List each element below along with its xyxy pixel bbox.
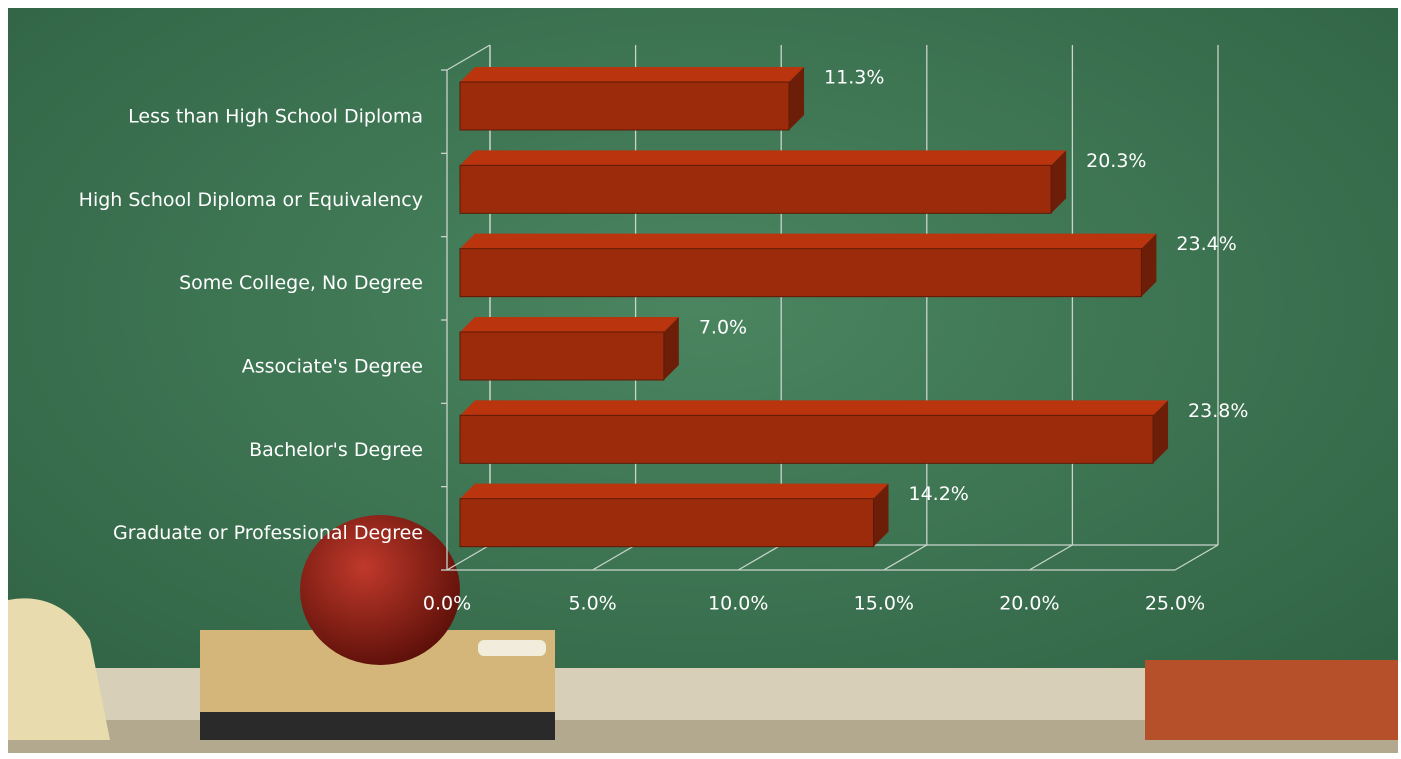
bar-side: [1153, 400, 1169, 464]
apple: [300, 515, 460, 665]
y-tick-label: Bachelor's Degree: [249, 439, 423, 461]
bar-side: [663, 317, 679, 380]
x-tick-label: 5.0%: [568, 593, 616, 615]
value-label: 7.0%: [699, 317, 747, 339]
eraser-felt: [200, 712, 555, 740]
bar: [459, 248, 1142, 298]
bar-side: [873, 483, 889, 547]
value-label: 11.3%: [824, 67, 884, 89]
value-label: 23.8%: [1188, 400, 1248, 422]
erasers-right: [1145, 660, 1398, 740]
floor-grid-line: [883, 544, 928, 571]
bar-top: [460, 483, 889, 499]
floor-grid-line: [1174, 544, 1219, 571]
left-wall-top: [446, 44, 491, 71]
floor-grid-line: [592, 544, 636, 571]
value-label: 23.4%: [1176, 233, 1236, 255]
bar: [459, 81, 790, 131]
y-tick-label: High School Diploma or Equivalency: [79, 189, 423, 211]
floor-grid-line: [1029, 544, 1073, 571]
x-tick-label: 25.0%: [1145, 593, 1205, 615]
chalk: [478, 640, 546, 656]
bar: [459, 414, 1154, 464]
bar-top: [460, 233, 1157, 249]
cloth: [8, 598, 110, 740]
bar-side: [789, 67, 805, 130]
floor-grid-line: [737, 544, 782, 571]
chalkboard: [8, 8, 1398, 753]
y-tick-label: Some College, No Degree: [179, 272, 423, 294]
value-label: 14.2%: [909, 483, 969, 505]
bar: [459, 164, 1052, 214]
y-tick-label: Associate's Degree: [242, 356, 423, 378]
x-tick-label: 10.0%: [708, 593, 768, 615]
plot-area: 0.0% 5.0% 10.0% 15.0% 20.0% 25.0% Less than Hi…: [79, 44, 1248, 615]
bar-side: [1051, 150, 1067, 214]
value-label: 20.3%: [1086, 150, 1146, 172]
bar-top: [460, 150, 1067, 166]
bar-top: [460, 317, 679, 332]
bar-side: [1141, 233, 1157, 297]
floor-grid-line: [446, 544, 491, 571]
x-tick-label: 15.0%: [854, 593, 914, 615]
y-tick-label: Less than High School Diploma: [128, 106, 423, 128]
bar-top: [460, 67, 805, 82]
bar: [459, 331, 665, 381]
bar-top: [460, 400, 1169, 416]
x-tick-label: 0.0%: [423, 593, 471, 615]
x-tick-label: 20.0%: [999, 593, 1059, 615]
bar: [459, 498, 875, 548]
y-tick-label: Graduate or Professional Degree: [113, 522, 423, 544]
